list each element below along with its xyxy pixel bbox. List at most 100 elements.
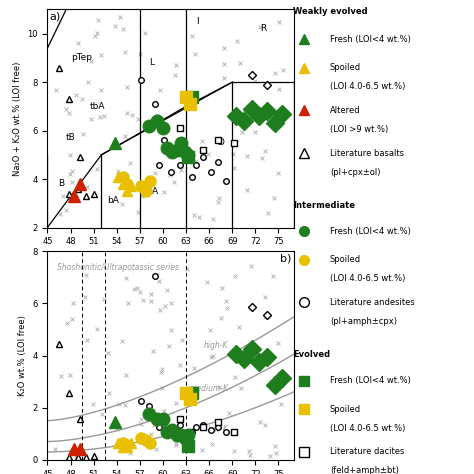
Point — [230, 447, 238, 455]
Point — [220, 74, 228, 82]
Point — [204, 150, 212, 157]
Point — [203, 278, 211, 285]
Point — [66, 371, 74, 378]
Point — [116, 13, 124, 21]
Point — [261, 293, 269, 301]
Point — [271, 443, 278, 450]
Point — [156, 307, 164, 314]
Point — [62, 105, 70, 113]
Point — [158, 384, 165, 392]
Point — [220, 60, 228, 67]
Point — [80, 130, 87, 138]
Point — [160, 188, 168, 196]
Point — [245, 447, 253, 455]
Point — [244, 152, 251, 159]
Point — [190, 158, 197, 165]
Point — [97, 86, 105, 94]
Point — [229, 351, 237, 358]
Point — [161, 407, 168, 414]
Point — [209, 352, 217, 360]
Point — [111, 22, 118, 30]
Text: medium-K: medium-K — [189, 383, 228, 392]
Point — [156, 421, 164, 428]
Point — [166, 171, 173, 178]
Point — [238, 128, 246, 136]
Point — [151, 169, 159, 177]
Point — [270, 272, 277, 280]
Point — [230, 164, 238, 172]
Text: Fresh (LOI<4 wt.%): Fresh (LOI<4 wt.%) — [330, 35, 410, 44]
Point — [119, 25, 127, 33]
Point — [122, 132, 129, 139]
Point — [118, 337, 126, 345]
Point — [98, 51, 105, 59]
Point — [69, 167, 76, 175]
Point — [153, 446, 160, 453]
Point — [82, 272, 90, 279]
Point — [99, 410, 106, 418]
Point — [215, 383, 223, 391]
Point — [172, 439, 180, 447]
Text: (LOI 4.0-6.5 wt.%): (LOI 4.0-6.5 wt.%) — [330, 424, 405, 432]
Point — [91, 32, 98, 39]
Text: Spoiled: Spoiled — [330, 64, 361, 72]
Point — [73, 452, 80, 459]
Text: Literature dacites: Literature dacites — [330, 447, 404, 456]
Point — [57, 372, 64, 380]
Point — [272, 449, 280, 456]
Text: tbA: tbA — [90, 102, 105, 111]
Text: Spoiled: Spoiled — [330, 405, 361, 413]
Point — [256, 24, 264, 31]
Point — [133, 284, 140, 292]
Point — [74, 39, 82, 47]
Point — [178, 336, 186, 344]
Text: Altered: Altered — [330, 106, 360, 115]
Text: I: I — [196, 17, 199, 26]
Point — [258, 155, 265, 162]
Point — [84, 78, 91, 86]
Point — [252, 128, 259, 136]
Text: Literature andesites: Literature andesites — [330, 298, 415, 307]
Point — [274, 339, 282, 347]
Point — [193, 157, 201, 164]
Point — [261, 421, 268, 428]
Point — [93, 325, 100, 333]
Point — [97, 113, 104, 120]
Point — [208, 440, 216, 447]
Point — [215, 198, 222, 205]
Point — [188, 33, 196, 40]
Point — [167, 326, 174, 334]
Text: pTep: pTep — [72, 54, 92, 63]
Point — [262, 147, 269, 155]
Point — [78, 95, 86, 102]
Point — [128, 111, 136, 118]
Text: (feld+amph±bt): (feld+amph±bt) — [330, 466, 399, 474]
Point — [172, 399, 180, 407]
Point — [195, 213, 203, 220]
Point — [62, 206, 69, 213]
Point — [126, 449, 134, 456]
Point — [219, 284, 226, 292]
Text: (LOI 4.0-6.5 wt.%): (LOI 4.0-6.5 wt.%) — [330, 274, 405, 283]
Point — [83, 336, 91, 343]
Point — [52, 445, 59, 452]
Point — [177, 167, 184, 174]
Point — [124, 300, 131, 307]
Point — [223, 298, 230, 305]
Point — [277, 400, 285, 408]
Y-axis label: Na₂O + K₂O wt.% (LOI free): Na₂O + K₂O wt.% (LOI free) — [13, 61, 22, 176]
Point — [188, 428, 196, 435]
Point — [69, 299, 76, 307]
Point — [106, 390, 113, 397]
Point — [150, 421, 157, 429]
Point — [237, 60, 244, 67]
Point — [229, 150, 237, 158]
Text: Evolved: Evolved — [293, 350, 330, 359]
Point — [207, 353, 215, 360]
Point — [251, 77, 258, 84]
Text: Literature basalts: Literature basalts — [330, 149, 404, 157]
Point — [157, 368, 165, 376]
Point — [59, 192, 67, 200]
Text: D: D — [217, 138, 224, 147]
Point — [275, 85, 283, 93]
